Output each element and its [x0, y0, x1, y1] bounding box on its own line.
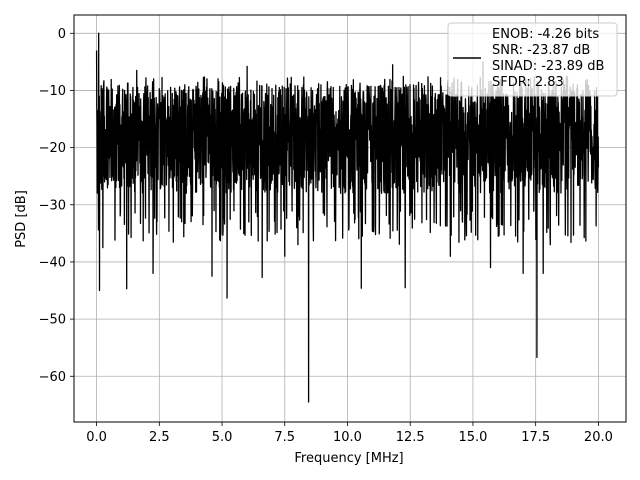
x-tick-label: 20.0 — [584, 430, 613, 445]
y-axis-label: PSD [dB] — [14, 190, 29, 248]
legend-sfdr: SFDR: 2.83 — [492, 75, 564, 90]
axes-frame — [73, 14, 627, 423]
x-tick-label: 5.0 — [212, 430, 233, 445]
y-tick-label: −40 — [39, 255, 66, 270]
x-tick-label: 2.5 — [149, 430, 170, 445]
x-tick-label: 10.0 — [333, 430, 362, 445]
y-tick-label: −60 — [39, 370, 66, 385]
legend-snr: SNR: -23.87 dB — [492, 43, 590, 58]
y-tick-label: 0 — [58, 27, 66, 42]
x-axis-label: Frequency [MHz] — [294, 451, 403, 466]
legend-sinad: SINAD: -23.89 dB — [492, 59, 604, 74]
y-tick-label: −30 — [39, 198, 66, 213]
y-tick-label: −10 — [39, 84, 66, 99]
x-tick-label: 15.0 — [458, 430, 487, 445]
y-tick-label: −50 — [39, 313, 66, 328]
ticks-layer: 0.0 2.5 5.0 7.5 10.0 12.5 15.0 17.5 20.0 0 −10 −20 −… — [39, 27, 613, 445]
x-tick-label: 7.5 — [274, 430, 295, 445]
x-tick-label: 12.5 — [396, 430, 425, 445]
x-tick-label: 0.0 — [86, 430, 107, 445]
y-tick-label: −20 — [39, 141, 66, 156]
legend-box — [447, 22, 618, 97]
x-tick-label: 17.5 — [521, 430, 550, 445]
legend-enob: ENOB: -4.26 bits — [492, 27, 599, 42]
legend: ENOB: -4.26 bits SNR: -23.87 dB SINAD: -… — [447, 22, 618, 97]
